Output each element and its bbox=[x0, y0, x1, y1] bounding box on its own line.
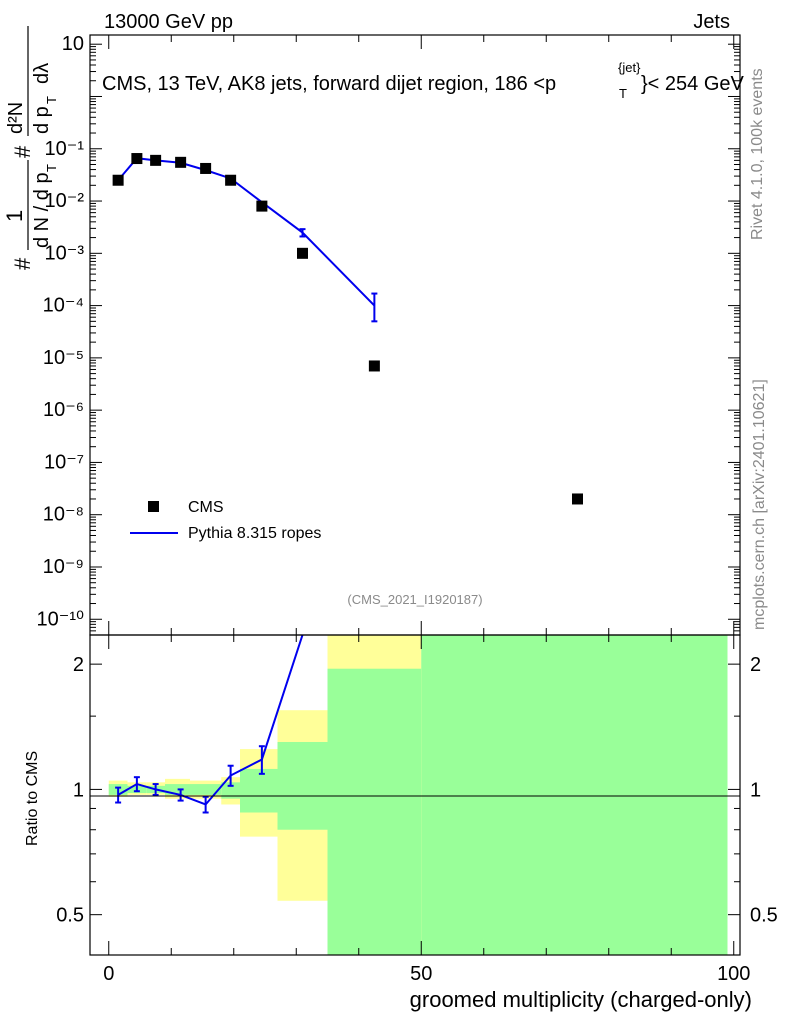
ylabel-d2N: d²N bbox=[5, 102, 27, 134]
x-tick-label: 50 bbox=[410, 963, 432, 985]
y-tick-label: 10 bbox=[62, 33, 84, 55]
ratio-line bbox=[117, 634, 304, 806]
cms-data-point bbox=[150, 154, 162, 166]
band-inner-4 bbox=[190, 784, 222, 795]
ratio-y-tick-label-right: 1 bbox=[750, 779, 761, 801]
ylabel-denom2: d p bbox=[31, 106, 53, 134]
ylabel-dN-sub: T bbox=[44, 164, 59, 172]
cms-data-point bbox=[297, 247, 308, 259]
plot-title: CMS, 13 TeV, AK8 jets, forward dijet reg… bbox=[102, 73, 556, 95]
x-tick-label: 100 bbox=[717, 963, 750, 985]
header-right: Jets bbox=[693, 11, 730, 33]
ratio-y-tick-label: 2 bbox=[73, 654, 84, 676]
band-inner-8 bbox=[327, 668, 422, 955]
y-tick-label: 10⁻¹ bbox=[45, 138, 85, 160]
cms-data-point bbox=[256, 200, 268, 212]
y-axis-label-bottom: Ratio to CMS bbox=[24, 751, 41, 846]
band-inner-6 bbox=[240, 768, 278, 813]
rivet-version: Rivet 4.1.0, 100k events bbox=[749, 68, 766, 240]
ratio-y-tick-label-right: 2 bbox=[750, 654, 761, 676]
axis-ticks: 1010⁻¹10⁻²10⁻³10⁻⁴10⁻⁵10⁻⁶10⁻⁷10⁻⁸10⁻⁹10… bbox=[37, 33, 778, 985]
plot-title-sup: {jet} bbox=[618, 60, 641, 75]
analysis-watermark: (CMS_2021_I1920187) bbox=[347, 592, 482, 607]
x-tick-label: 0 bbox=[103, 963, 114, 985]
cms-data-point bbox=[200, 162, 212, 174]
y-tick-label: 10⁻³ bbox=[45, 242, 85, 264]
mcplots-label: mcplots.cern.ch [arXiv:2401.10621] bbox=[751, 379, 768, 630]
top-panel-frame bbox=[89, 34, 741, 636]
y-tick-label: 10⁻⁹ bbox=[43, 556, 84, 578]
legend-mc-label: Pythia 8.315 ropes bbox=[188, 525, 321, 542]
legend-cms-marker bbox=[148, 501, 159, 512]
y-tick-label: 10⁻¹⁰ bbox=[37, 608, 84, 630]
ylabel-prefix: # bbox=[10, 257, 35, 270]
ylabel-one: 1 bbox=[2, 210, 27, 222]
ylabel-denom2-sub: T bbox=[44, 96, 59, 104]
ratio-series bbox=[115, 634, 304, 814]
cms-data-point bbox=[112, 174, 124, 186]
plot-title-end: }< 254 GeV bbox=[641, 73, 745, 95]
cms-data-point bbox=[131, 153, 143, 165]
ratio-y-tick-label: 1 bbox=[73, 779, 84, 801]
ylabel-hash2: # bbox=[10, 145, 35, 158]
plot-title-sub: T bbox=[619, 86, 627, 101]
x-axis-label: groomed multiplicity (charged-only) bbox=[410, 987, 752, 1012]
y-tick-label: 10⁻⁴ bbox=[43, 295, 84, 317]
mc-line bbox=[117, 157, 376, 307]
y-axis-label-top: # 1 d N / d p T # d²N d p T dλ bbox=[2, 26, 59, 270]
y-tick-label: 10⁻⁶ bbox=[43, 399, 84, 421]
band-inner-7 bbox=[277, 741, 328, 830]
y-tick-label: 10⁻⁸ bbox=[43, 504, 84, 526]
cms-data-point bbox=[368, 360, 380, 372]
ylabel-dN-denom: d N / d p bbox=[31, 172, 53, 248]
y-tick-label: 10⁻⁷ bbox=[44, 451, 84, 473]
band-inner-3 bbox=[165, 784, 190, 795]
main-series bbox=[112, 153, 583, 505]
y-tick-label: 10⁻² bbox=[45, 190, 85, 212]
ratio-uncertainty-bands bbox=[108, 635, 728, 955]
legend: CMS Pythia 8.315 ropes bbox=[130, 499, 321, 542]
ylabel-dlambda: dλ bbox=[31, 63, 53, 84]
header-left: 13000 GeV pp bbox=[104, 11, 233, 33]
band-inner-5 bbox=[221, 782, 240, 799]
cms-data-point bbox=[572, 493, 583, 505]
y-tick-label: 10⁻⁵ bbox=[43, 347, 84, 369]
ratio-y-tick-label-right: 0.5 bbox=[750, 905, 778, 927]
bottom-panel-frame bbox=[89, 634, 741, 956]
ratio-y-tick-label: 0.5 bbox=[56, 905, 84, 927]
cms-data-point bbox=[175, 156, 187, 168]
legend-cms-label: CMS bbox=[188, 499, 224, 516]
plot-title-main: CMS, 13 TeV, AK8 jets, forward dijet reg… bbox=[102, 73, 556, 95]
cms-data-point bbox=[225, 174, 237, 186]
band-inner-9 bbox=[421, 635, 728, 955]
